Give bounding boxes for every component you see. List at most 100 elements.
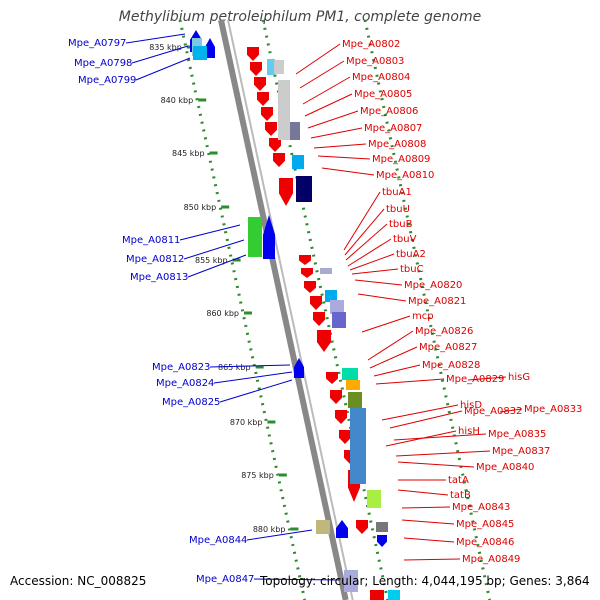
reverse-gene-arrow bbox=[377, 535, 387, 547]
reverse-gene-arrow bbox=[339, 430, 351, 444]
left-gene-label: Mpe_A0799 bbox=[78, 75, 136, 86]
kbp-label: 880 kbp bbox=[253, 525, 286, 534]
left-leader-line bbox=[125, 33, 186, 44]
right-leader-line bbox=[317, 155, 371, 160]
right-leader-line bbox=[307, 110, 359, 129]
right-gene-label: tbuU bbox=[386, 204, 410, 215]
gene-block bbox=[278, 80, 290, 140]
gene-block bbox=[348, 392, 362, 408]
left-leader-line bbox=[183, 239, 245, 260]
scale-layer: 835 kbp 840 kbp 845 kbp 850 kbp 855 kbp 860 k… bbox=[149, 19, 492, 600]
right-gene-label: hisG bbox=[508, 372, 530, 383]
right-leader-line bbox=[397, 461, 475, 468]
left-gene-label: Mpe_A0811 bbox=[122, 235, 180, 246]
right-leader-line bbox=[373, 364, 421, 377]
gene-block bbox=[388, 590, 400, 600]
map-title: Methylibium petroleiphilum PM1, complete… bbox=[118, 9, 482, 25]
kbp-label: 870 kbp bbox=[230, 418, 263, 427]
right-leader-line bbox=[395, 450, 491, 457]
left-gene-label: Mpe_A0798 bbox=[74, 58, 132, 69]
forward-gene-arrow bbox=[263, 215, 275, 259]
gene-block bbox=[296, 176, 312, 202]
kbp-label: 860 kbp bbox=[206, 309, 239, 318]
right-leader-line bbox=[401, 519, 455, 525]
right-gene-label: tbuA2 bbox=[396, 249, 426, 260]
right-leader-line bbox=[403, 558, 461, 561]
gene-block bbox=[320, 268, 332, 274]
reverse-gene-arrow bbox=[257, 92, 269, 106]
reverse-gene-arrow bbox=[310, 296, 322, 310]
reverse-gene-arrow bbox=[269, 138, 281, 152]
right-leader-line bbox=[375, 378, 445, 385]
right-gene-label: Mpe_A0807 bbox=[364, 123, 422, 134]
left-leader-line bbox=[135, 57, 191, 81]
right-leader-line bbox=[344, 208, 385, 256]
gene-block bbox=[274, 60, 284, 74]
label-layer: Mpe_A0797 Mpe_A0798 Mpe_A0799 Mpe_A0811 Mpe_… bbox=[68, 33, 582, 585]
reverse-gene-arrow bbox=[326, 372, 338, 384]
kbp-label: 845 kbp bbox=[172, 149, 205, 158]
right-gene-label: Mpe_A0849 bbox=[462, 554, 520, 565]
gene-block bbox=[290, 122, 300, 140]
right-leader-line bbox=[349, 253, 395, 271]
gene-block bbox=[346, 380, 360, 390]
right-gene-label: Mpe_A0828 bbox=[422, 360, 480, 371]
gene-block bbox=[248, 217, 262, 257]
left-leader-line bbox=[179, 224, 241, 241]
reverse-gene-arrow bbox=[299, 255, 311, 265]
right-leader-line bbox=[499, 408, 523, 413]
forward-gene-arrow bbox=[294, 358, 304, 378]
right-leader-line bbox=[403, 537, 455, 543]
right-leader-line bbox=[467, 376, 507, 381]
reverse-gene-arrow bbox=[304, 281, 316, 293]
gene-block bbox=[292, 155, 304, 169]
left-gene-label: Mpe_A0797 bbox=[68, 38, 126, 49]
reverse-gene-arrow bbox=[335, 410, 347, 424]
left-leader-line bbox=[246, 529, 313, 541]
right-leader-line bbox=[351, 268, 399, 275]
right-gene-label: Mpe_A0837 bbox=[492, 446, 550, 457]
right-leader-line bbox=[367, 330, 414, 361]
right-leader-line bbox=[295, 43, 341, 75]
right-leader-line bbox=[347, 238, 392, 267]
left-gene-label: Mpe_A0813 bbox=[130, 272, 188, 283]
right-leader-line bbox=[354, 279, 403, 286]
left-gene-label: Mpe_A0825 bbox=[162, 397, 220, 408]
right-leader-line bbox=[393, 433, 487, 441]
right-gene-label: mcp bbox=[412, 311, 434, 322]
right-leader-line bbox=[397, 489, 449, 496]
left-gene-label: Mpe_A0824 bbox=[156, 378, 214, 389]
right-leader-line bbox=[381, 404, 459, 421]
reverse-gene-arrow bbox=[247, 47, 259, 61]
reverse-gene-arrow bbox=[254, 77, 266, 91]
right-gene-label: Mpe_A0832 bbox=[464, 406, 522, 417]
left-leader-line bbox=[219, 379, 293, 403]
right-gene-label: Mpe_A0806 bbox=[360, 106, 418, 117]
right-leader-line bbox=[321, 167, 375, 176]
gene-block bbox=[376, 522, 388, 532]
right-gene-label: Mpe_A0827 bbox=[419, 342, 477, 353]
right-gene-label: Mpe_A0843 bbox=[452, 502, 510, 513]
right-gene-label: Mpe_A0809 bbox=[372, 154, 430, 165]
reverse-gene-arrow bbox=[273, 153, 285, 167]
right-leader-line bbox=[302, 76, 351, 105]
right-gene-label: hisH bbox=[458, 426, 480, 437]
kbp-label: 855 kbp bbox=[195, 256, 228, 265]
right-gene-label: Mpe_A0846 bbox=[456, 537, 514, 548]
reverse-gene-arrow bbox=[261, 107, 273, 121]
reverse-gene-arrow bbox=[317, 330, 331, 352]
backbone-line bbox=[218, 19, 349, 600]
gene-block bbox=[267, 59, 275, 75]
right-leader-line bbox=[343, 191, 381, 251]
forward-gene-arrow bbox=[205, 38, 215, 58]
right-leader-line bbox=[299, 60, 345, 89]
right-gene-label: Mpe_A0810 bbox=[376, 170, 434, 181]
right-gene-label: tatA bbox=[448, 475, 469, 486]
left-gene-label: Mpe_A0812 bbox=[126, 254, 184, 265]
left-gene-label: Mpe_A0847 bbox=[196, 574, 254, 585]
right-gene-label: Mpe_A0833 bbox=[524, 404, 582, 415]
gene-block bbox=[316, 520, 330, 534]
kbp-label: 875 kbp bbox=[241, 471, 274, 480]
gene-block bbox=[325, 290, 337, 302]
